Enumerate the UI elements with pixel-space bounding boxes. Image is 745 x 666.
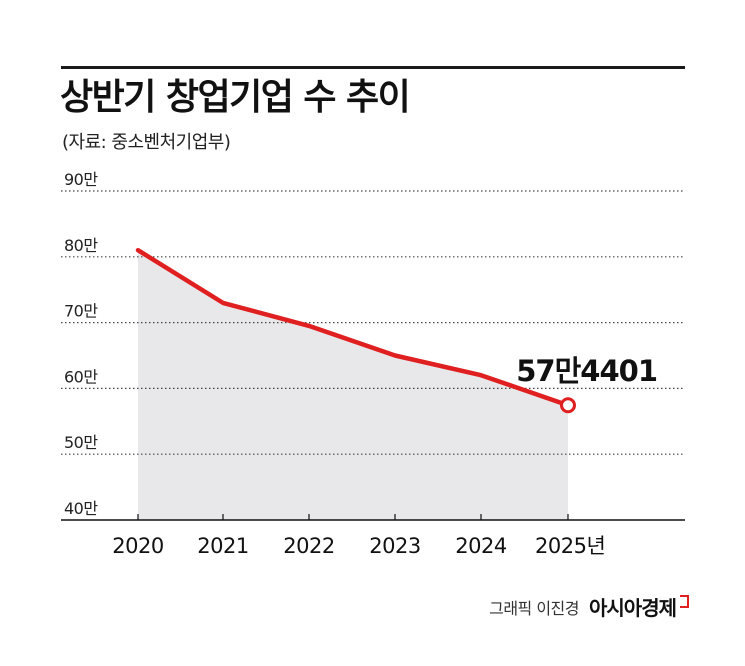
y-tick-label: 50만 — [64, 433, 98, 452]
x-tick-label: 2023 — [369, 534, 420, 558]
y-tick-label: 90만 — [64, 170, 98, 189]
source-note: (자료: 중소벤처기업부) — [62, 132, 231, 153]
credit-label: 그래픽 이진경 — [489, 598, 579, 618]
x-tick-label: 2021 — [197, 534, 248, 558]
brand-mark-icon — [680, 595, 689, 608]
y-tick-label: 40만 — [64, 499, 98, 518]
latest-value-label: 57만4401 — [516, 354, 657, 388]
latest-point-marker — [560, 397, 576, 414]
series-line — [135, 247, 571, 408]
credit: 그래픽 이진경 아시아경제 — [489, 592, 689, 621]
x-tick-label: 2020 — [112, 534, 163, 558]
x-tick-label: 2022 — [283, 534, 334, 558]
x-tick-label: 2025년 — [535, 534, 605, 558]
area-fill — [138, 250, 568, 520]
brand-logo: 아시아경제 — [589, 596, 677, 620]
x-tick-label: 2024 — [455, 534, 507, 558]
top-rule — [61, 66, 685, 69]
y-tick-label: 80만 — [64, 236, 98, 255]
y-tick-label: 70만 — [64, 302, 98, 321]
y-tick-label: 60만 — [64, 367, 98, 386]
chart-title: 상반기 창업기업 수 추이 — [60, 77, 411, 118]
